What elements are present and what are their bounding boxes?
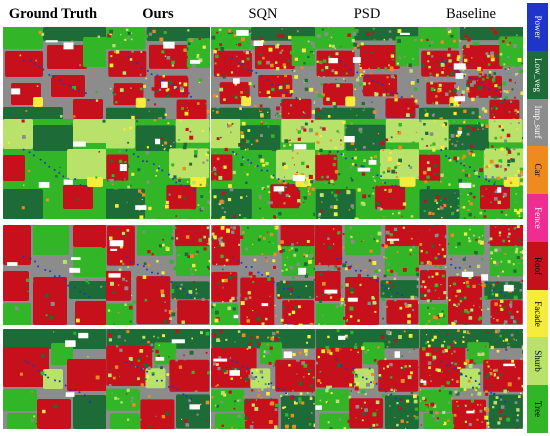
- segmentation-map: [211, 27, 315, 127]
- panel-scene-2-sqn: [211, 119, 315, 219]
- legend-label-fence: Fence: [532, 207, 543, 229]
- legend-label-imp-surf: Imp_surf: [532, 105, 543, 139]
- panel-scene-1-ground-truth: [3, 27, 107, 127]
- panel-scene-2-ours: [106, 119, 210, 219]
- legend-item-imp-surf: Imp_surf: [527, 98, 548, 147]
- segmentation-map: [106, 225, 210, 325]
- column-header-ground-truth: Ground Truth: [8, 6, 98, 22]
- legend-label-low-veg: Low_veg: [532, 57, 543, 92]
- segmentation-map: [211, 329, 315, 429]
- panel-scene-3-ground-truth: [3, 225, 107, 325]
- column-header-sqn: SQN: [248, 6, 278, 22]
- legend-item-shurb: Shurb: [527, 337, 548, 386]
- legend-item-low-veg: Low_veg: [527, 50, 548, 99]
- legend-item-facade: Facade: [527, 289, 548, 338]
- legend-item-power: Power: [527, 3, 548, 51]
- panel-scene-3-sqn: [211, 225, 315, 325]
- panel-scene-3-baseline: [419, 225, 523, 325]
- segmentation-map: [3, 27, 107, 127]
- column-header-baseline: Baseline: [446, 6, 496, 22]
- panel-scene-4-ours: [106, 329, 210, 429]
- segmentation-map: [211, 225, 315, 325]
- panel-scene-4-ground-truth: [3, 329, 107, 429]
- legend-label-shurb: Shurb: [532, 350, 543, 373]
- legend-item-car: Car: [527, 146, 548, 195]
- segmentation-map: [106, 27, 210, 127]
- segmentation-map: [419, 27, 523, 127]
- panel-scene-3-ours: [106, 225, 210, 325]
- legend-label-roof: Roof: [532, 256, 543, 275]
- column-header-ours: Ours: [142, 6, 174, 22]
- panel-scene-3-psd: [315, 225, 419, 325]
- panel-scene-4-psd: [315, 329, 419, 429]
- panel-scene-4-sqn: [211, 329, 315, 429]
- segmentation-map: [106, 119, 210, 219]
- legend-item-fence: Fence: [527, 194, 548, 242]
- segmentation-map: [315, 27, 419, 127]
- segmentation-map: [106, 329, 210, 429]
- panel-scene-4-baseline: [419, 329, 523, 429]
- segmentation-map: [315, 225, 419, 325]
- column-header-psd: PSD: [353, 6, 381, 22]
- legend-label-facade: Facade: [532, 300, 543, 327]
- legend-item-tree: Tree: [527, 385, 548, 433]
- legend-item-roof: Roof: [527, 241, 548, 290]
- segmentation-map: [419, 329, 523, 429]
- panel-scene-2-psd: [315, 119, 419, 219]
- segmentation-map: [419, 225, 523, 325]
- panel-scene-1-ours: [106, 27, 210, 127]
- class-legend: Power Low_veg Imp_surf Car Fence Roof Fa…: [527, 3, 548, 433]
- segmentation-map: [211, 119, 315, 219]
- segmentation-map: [315, 329, 419, 429]
- segmentation-map: [315, 119, 419, 219]
- legend-label-power: Power: [532, 15, 543, 39]
- panel-scene-2-ground-truth: [3, 119, 107, 219]
- segmentation-map: [3, 119, 107, 219]
- segmentation-map: [3, 225, 107, 325]
- panel-scene-1-baseline: [419, 27, 523, 127]
- panel-scene-1-psd: [315, 27, 419, 127]
- panel-scene-2-baseline: [419, 119, 523, 219]
- segmentation-map: [3, 329, 107, 429]
- legend-label-car: Car: [532, 163, 543, 177]
- legend-label-tree: Tree: [532, 401, 543, 418]
- panel-scene-1-sqn: [211, 27, 315, 127]
- segmentation-map: [419, 119, 523, 219]
